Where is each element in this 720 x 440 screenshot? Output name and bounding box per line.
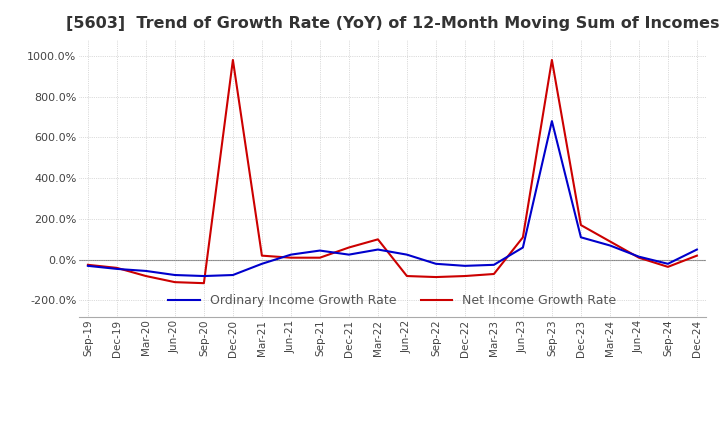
Net Income Growth Rate xyxy=(634,255,643,260)
Net Income Growth Rate xyxy=(287,255,295,260)
Ordinary Income Growth Rate xyxy=(228,272,237,278)
Ordinary Income Growth Rate xyxy=(548,118,557,124)
Net Income Growth Rate xyxy=(258,253,266,258)
Net Income Growth Rate xyxy=(577,223,585,228)
Ordinary Income Growth Rate xyxy=(171,272,179,278)
Net Income Growth Rate xyxy=(84,262,92,268)
Net Income Growth Rate xyxy=(431,275,440,280)
Net Income Growth Rate xyxy=(171,279,179,285)
Net Income Growth Rate xyxy=(461,273,469,279)
Net Income Growth Rate xyxy=(402,273,411,279)
Ordinary Income Growth Rate xyxy=(84,263,92,268)
Ordinary Income Growth Rate xyxy=(490,262,498,268)
Ordinary Income Growth Rate xyxy=(518,245,527,250)
Net Income Growth Rate xyxy=(374,237,382,242)
Ordinary Income Growth Rate xyxy=(402,252,411,257)
Net Income Growth Rate xyxy=(664,264,672,270)
Legend: Ordinary Income Growth Rate, Net Income Growth Rate: Ordinary Income Growth Rate, Net Income … xyxy=(162,288,623,313)
Net Income Growth Rate xyxy=(345,245,354,250)
Net Income Growth Rate xyxy=(518,235,527,240)
Ordinary Income Growth Rate xyxy=(374,247,382,252)
Ordinary Income Growth Rate xyxy=(431,261,440,267)
Net Income Growth Rate xyxy=(606,239,614,244)
Net Income Growth Rate xyxy=(112,265,121,271)
Ordinary Income Growth Rate xyxy=(142,268,150,274)
Ordinary Income Growth Rate xyxy=(664,261,672,267)
Ordinary Income Growth Rate xyxy=(199,273,208,279)
Ordinary Income Growth Rate xyxy=(606,243,614,248)
Ordinary Income Growth Rate xyxy=(287,252,295,257)
Ordinary Income Growth Rate xyxy=(112,266,121,271)
Net Income Growth Rate xyxy=(548,57,557,62)
Net Income Growth Rate xyxy=(199,281,208,286)
Ordinary Income Growth Rate xyxy=(634,254,643,259)
Net Income Growth Rate xyxy=(490,271,498,277)
Ordinary Income Growth Rate xyxy=(315,248,324,253)
Net Income Growth Rate xyxy=(315,255,324,260)
Title: [5603]  Trend of Growth Rate (YoY) of 12-Month Moving Sum of Incomes: [5603] Trend of Growth Rate (YoY) of 12-… xyxy=(66,16,719,32)
Net Income Growth Rate xyxy=(693,253,701,258)
Ordinary Income Growth Rate xyxy=(693,247,701,252)
Ordinary Income Growth Rate xyxy=(345,252,354,257)
Net Income Growth Rate xyxy=(142,273,150,279)
Line: Net Income Growth Rate: Net Income Growth Rate xyxy=(88,60,697,283)
Net Income Growth Rate xyxy=(228,57,237,62)
Ordinary Income Growth Rate xyxy=(577,235,585,240)
Ordinary Income Growth Rate xyxy=(461,263,469,268)
Ordinary Income Growth Rate xyxy=(258,261,266,267)
Line: Ordinary Income Growth Rate: Ordinary Income Growth Rate xyxy=(88,121,697,276)
